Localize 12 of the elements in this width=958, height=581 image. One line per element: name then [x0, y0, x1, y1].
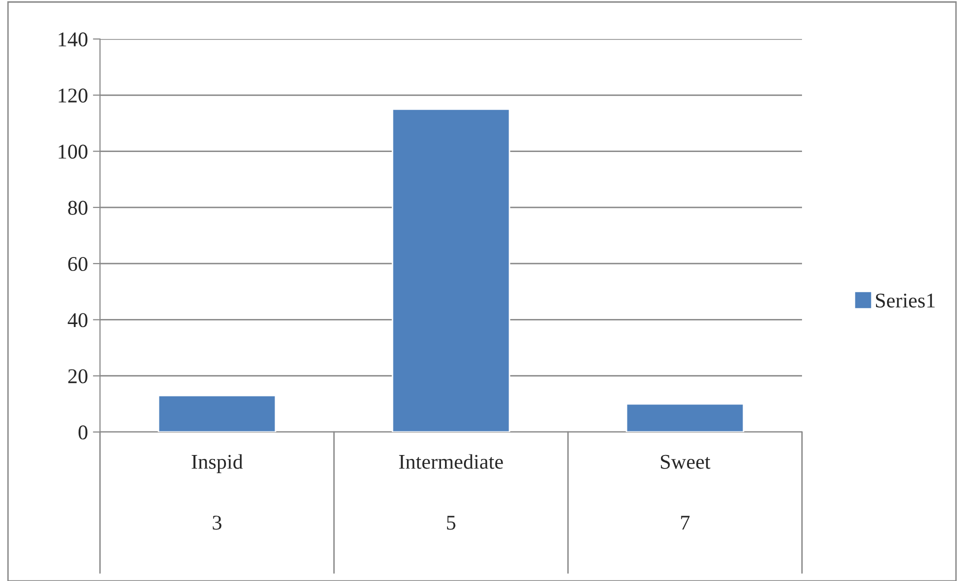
y-tick-label: 20 — [68, 369, 88, 384]
category-label: Intermediate 5 — [399, 454, 503, 530]
y-tick-label: 80 — [68, 200, 88, 215]
category-label: Sweet 7 — [660, 454, 710, 530]
category-label: Inspid 3 — [192, 454, 243, 530]
y-tick-label: 100 — [58, 144, 88, 159]
legend-label: Series1 — [876, 294, 935, 308]
y-tick-label: 60 — [68, 256, 88, 272]
y-tick-label: 140 — [58, 32, 88, 46]
y-tick-label: 0 — [78, 425, 88, 440]
y-tick-label: 120 — [58, 88, 88, 103]
y-tick-label: 40 — [68, 313, 88, 328]
